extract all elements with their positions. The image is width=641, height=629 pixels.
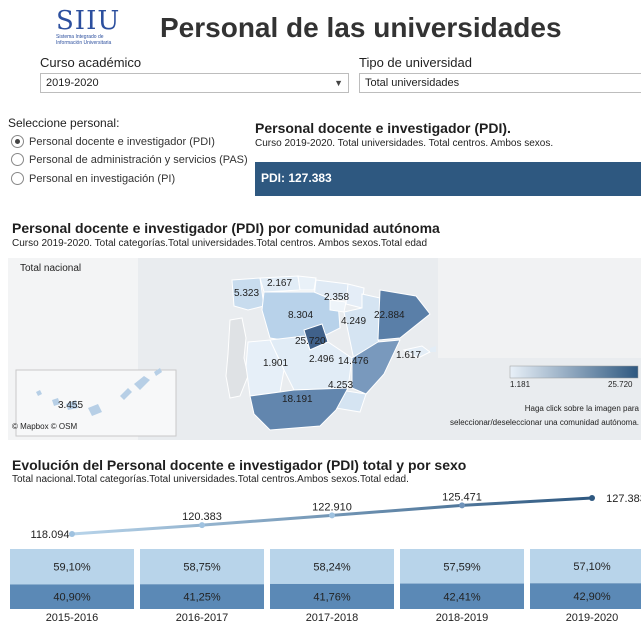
trend-point[interactable] bbox=[329, 512, 335, 519]
spain-map[interactable]: Total nacional 5.323 2.167 2.358 8.304 4… bbox=[8, 258, 641, 440]
logo-text: SIIU bbox=[56, 6, 121, 36]
radio-pdi[interactable]: Personal docente e investigador (PDI) bbox=[11, 135, 215, 148]
bar-top-label: 57,59% bbox=[443, 561, 481, 573]
region-cataluna[interactable] bbox=[377, 289, 431, 341]
region-value-label: 3.455 bbox=[58, 400, 84, 411]
bar-bottom-segment[interactable] bbox=[10, 584, 134, 609]
trend-section-subtitle: Total nacional.Total categorías.Total un… bbox=[12, 474, 409, 485]
bar-top-label: 59,10% bbox=[53, 562, 91, 574]
legend-max-label: 25.720 bbox=[608, 380, 633, 389]
map-total-nacional-label: Total nacional bbox=[20, 263, 82, 274]
bar-top-label: 58,75% bbox=[183, 562, 221, 574]
radio-unselected-icon bbox=[11, 153, 24, 166]
region-valenciana[interactable] bbox=[351, 339, 401, 395]
bar-category-label: 2019-2020 bbox=[566, 612, 619, 624]
map-section-subtitle: Curso 2019-2020. Total categorías.Total … bbox=[12, 238, 428, 249]
map-attribution: © Mapbox © OSM bbox=[12, 422, 78, 431]
bar-bottom-segment[interactable] bbox=[270, 583, 394, 609]
curso-value: 2019-2020 bbox=[46, 77, 99, 89]
trend-value-label: 120.383 bbox=[182, 511, 222, 523]
region-value-label: 18.191 bbox=[282, 394, 313, 405]
radio-label: Personal en investigación (PI) bbox=[29, 172, 176, 185]
radio-pi[interactable]: Personal en investigación (PI) bbox=[11, 172, 175, 185]
bar-category-label: 2016-2017 bbox=[176, 612, 229, 624]
bar-bottom-label: 41,25% bbox=[183, 592, 221, 604]
tipo-label: Tipo de universidad bbox=[359, 55, 472, 70]
radio-label: Personal docente e investigador (PDI) bbox=[29, 135, 215, 148]
map-section-title: Personal docente e investigador (PDI) po… bbox=[12, 220, 440, 236]
radio-label: Personal de administración y servicios (… bbox=[29, 153, 248, 166]
pdi-summary-subtitle: Curso 2019-2020. Total universidades. To… bbox=[255, 138, 554, 149]
logo-subtitle-2: Información Universitaria bbox=[56, 40, 112, 46]
trend-point[interactable] bbox=[199, 522, 205, 529]
logo-subtitle-1: Sistema Integrado de bbox=[56, 34, 104, 40]
legend-min-label: 1.181 bbox=[510, 380, 531, 389]
trend-point[interactable] bbox=[589, 495, 595, 501]
tipo-select[interactable]: Total universidades bbox=[359, 73, 641, 93]
legend-gradient bbox=[509, 365, 639, 379]
pdi-sex-split-bar-chart: 59,10% 40,90% 2015-2016 58,75% 41,25% 2016-20… bbox=[10, 549, 641, 624]
region-value-label: 2.496 bbox=[309, 354, 335, 365]
radio-unselected-icon bbox=[11, 172, 24, 185]
curso-label: Curso académico bbox=[40, 55, 142, 70]
pdi-total-bar[interactable]: PDI: 127.383 bbox=[255, 162, 641, 196]
region-value-label: 2.167 bbox=[267, 278, 293, 289]
page-title: Personal de las universidades bbox=[160, 12, 562, 43]
region-cantabria[interactable] bbox=[297, 275, 317, 291]
bar-category-label: 2018-2019 bbox=[436, 612, 489, 624]
tipo-value: Total universidades bbox=[365, 77, 460, 89]
region-value-label: 8.304 bbox=[288, 310, 314, 321]
pdi-summary-title: Personal docente e investigador (PDI). bbox=[255, 120, 511, 136]
bar-bottom-segment[interactable] bbox=[530, 583, 641, 609]
bar-bottom-label: 41,76% bbox=[313, 591, 351, 603]
bar-bottom-label: 42,90% bbox=[573, 591, 611, 603]
region-value-label: 5.323 bbox=[234, 288, 260, 299]
region-galicia[interactable] bbox=[231, 277, 265, 311]
region-value-label: 4.253 bbox=[328, 380, 354, 391]
region-value-label: 4.249 bbox=[341, 316, 367, 327]
bar-bottom-label: 42,41% bbox=[443, 591, 481, 603]
trend-value-label: 127.383 bbox=[606, 493, 641, 505]
region-value-label: 2.358 bbox=[324, 292, 350, 303]
region-value-label: 1.901 bbox=[263, 358, 289, 369]
bar-bottom-segment[interactable] bbox=[400, 583, 524, 609]
radio-pas[interactable]: Personal de administración y servicios (… bbox=[11, 153, 248, 166]
region-value-label: 25.720 bbox=[295, 336, 326, 347]
bar-top-segment[interactable] bbox=[530, 549, 641, 584]
trend-value-label: 125.471 bbox=[442, 491, 482, 503]
bar-top-label: 57,10% bbox=[573, 561, 611, 573]
region-andalucia[interactable] bbox=[249, 387, 349, 431]
bar-top-segment[interactable] bbox=[10, 549, 134, 585]
bar-bottom-segment[interactable] bbox=[140, 584, 264, 609]
bar-category-label: 2017-2018 bbox=[306, 612, 359, 624]
region-canarias[interactable] bbox=[36, 368, 162, 416]
map-help-line1: Haga click sobre la imagen para bbox=[524, 404, 639, 413]
trend-value-label: 118.094 bbox=[31, 529, 70, 541]
curso-select[interactable]: 2019-2020 ▼ bbox=[40, 73, 349, 93]
siiu-logo: SIIU Sistema Integrado de Información Un… bbox=[56, 8, 120, 48]
trend-section-title: Evolución del Personal docente e investi… bbox=[12, 457, 467, 473]
trend-value-label: 122.910 bbox=[312, 501, 352, 513]
trend-point[interactable] bbox=[69, 531, 75, 537]
bar-bottom-label: 40,90% bbox=[53, 592, 91, 604]
radio-selected-icon bbox=[11, 135, 24, 148]
personal-selector-title: Seleccione personal: bbox=[8, 116, 120, 130]
bar-top-segment[interactable] bbox=[140, 549, 264, 585]
bar-category-label: 2015-2016 bbox=[46, 612, 99, 624]
chevron-down-icon: ▼ bbox=[334, 78, 343, 88]
region-value-label: 22.884 bbox=[374, 310, 405, 321]
pdi-trend-line-chart: 118.094 120.383 122.910 125.471 127.383 bbox=[31, 491, 641, 541]
region-value-label: 1.617 bbox=[396, 350, 422, 361]
map-help-line2: seleccionar/deseleccionar una comunidad … bbox=[449, 418, 639, 427]
bar-top-segment[interactable] bbox=[270, 549, 394, 584]
bar-top-segment[interactable] bbox=[400, 549, 524, 584]
region-value-label: 14.476 bbox=[338, 356, 369, 367]
trend-point[interactable] bbox=[459, 502, 465, 509]
bar-top-label: 58,24% bbox=[313, 561, 351, 573]
